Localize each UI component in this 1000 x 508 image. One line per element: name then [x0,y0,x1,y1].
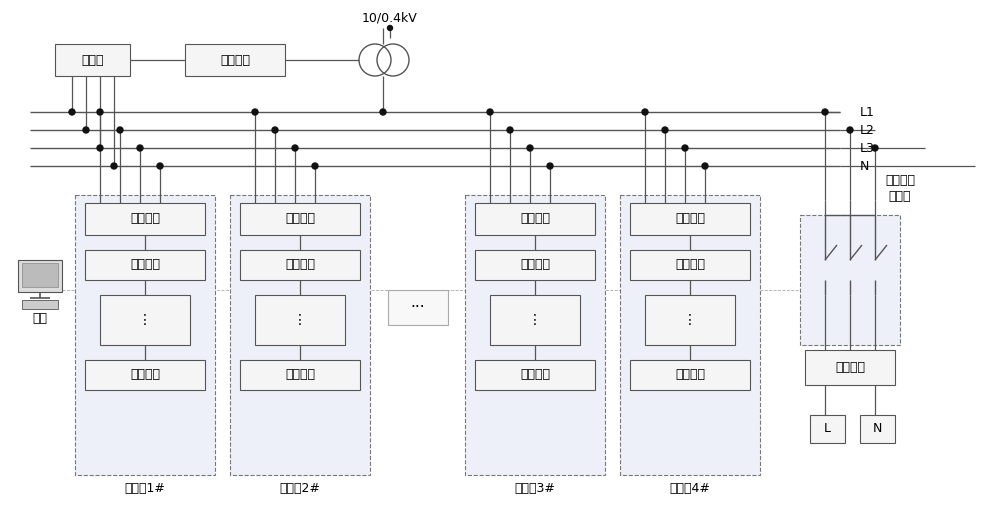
Circle shape [97,109,103,115]
Circle shape [507,127,513,133]
Circle shape [527,145,533,151]
Text: L1: L1 [860,106,875,118]
Bar [85,360,205,390]
Text: 户配电箱: 户配电箱 [675,368,705,382]
Circle shape [872,145,878,151]
Bar [240,360,360,390]
Circle shape [272,127,278,133]
Circle shape [487,109,493,115]
Text: 控制开关: 控制开关 [675,212,705,226]
Bar [55,44,130,76]
Text: 集表箱4#: 集表箱4# [670,483,710,495]
Text: ⋮: ⋮ [683,313,697,327]
Bar [388,290,448,325]
Bar [185,44,285,76]
Bar [630,250,750,280]
Text: 原理图: 原理图 [889,190,911,204]
Text: 控制模块: 控制模块 [835,361,865,374]
Text: 户配电箱: 户配电箱 [130,259,160,271]
Circle shape [847,127,853,133]
Bar [630,360,750,390]
Circle shape [312,163,318,169]
Text: ···: ··· [410,300,425,315]
Text: 户配电箱: 户配电箱 [520,368,550,382]
Text: 户配电箱: 户配电箱 [285,368,315,382]
Text: N: N [860,160,869,173]
Text: ⋮: ⋮ [138,313,152,327]
Text: 10/0.4kV: 10/0.4kV [362,12,418,24]
Circle shape [822,109,828,115]
Bar [810,415,845,443]
Bar [475,203,595,235]
Text: 检测器: 检测器 [81,53,104,67]
Bar [85,203,205,235]
Text: L: L [824,423,831,435]
Bar [475,360,595,390]
Circle shape [702,163,708,169]
Circle shape [157,163,163,169]
Text: 集表箱1#: 集表箱1# [125,483,165,495]
Bar [475,250,595,280]
Circle shape [137,145,143,151]
Bar [230,195,370,475]
Bar [240,203,360,235]
Text: 集表箱2#: 集表箱2# [280,483,320,495]
Circle shape [117,127,123,133]
Text: 控制开关: 控制开关 [885,174,915,186]
Bar [860,415,895,443]
Bar [645,295,735,345]
Bar [22,300,58,309]
Text: N: N [873,423,882,435]
Bar [75,195,215,475]
Text: 户配电箱: 户配电箱 [675,259,705,271]
Circle shape [292,145,298,151]
Circle shape [642,109,648,115]
Circle shape [252,109,258,115]
Bar [800,215,900,345]
Bar [18,260,62,292]
Circle shape [662,127,668,133]
Circle shape [83,127,89,133]
Circle shape [111,163,117,169]
Circle shape [380,109,386,115]
Bar [85,250,205,280]
Bar [490,295,580,345]
Text: L2: L2 [860,123,875,137]
Circle shape [97,145,103,151]
Text: ⋮: ⋮ [293,313,307,327]
Bar [240,250,360,280]
Text: 控制开关: 控制开关 [130,212,160,226]
Circle shape [547,163,553,169]
Text: 控制开关: 控制开关 [285,212,315,226]
Text: 集表箱3#: 集表箱3# [515,483,555,495]
Text: 户配电箱: 户配电箱 [520,259,550,271]
Text: 漏电保护: 漏电保护 [220,53,250,67]
Text: 户配电箱: 户配电箱 [130,368,160,382]
Circle shape [388,25,392,30]
Text: 控制开关: 控制开关 [520,212,550,226]
Text: L3: L3 [860,142,875,154]
Circle shape [682,145,688,151]
Bar [620,195,760,475]
Bar [100,295,190,345]
Bar [805,350,895,385]
Bar [255,295,345,345]
Bar [465,195,605,475]
Text: 终端: 终端 [32,311,48,325]
Text: 户配电箱: 户配电箱 [285,259,315,271]
Bar [630,203,750,235]
Bar [22,263,58,287]
Text: ⋮: ⋮ [528,313,542,327]
Circle shape [69,109,75,115]
